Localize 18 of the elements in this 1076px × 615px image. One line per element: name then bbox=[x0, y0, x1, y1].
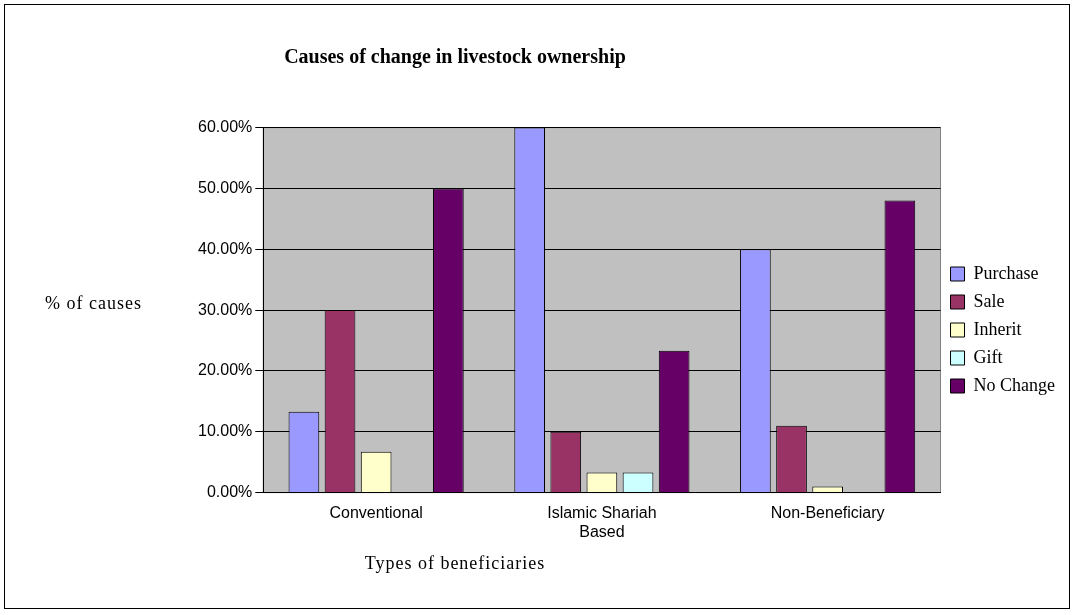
legend-label: Gift bbox=[973, 346, 1003, 367]
y-tick-label: 40.00% bbox=[198, 239, 253, 257]
y-tick-label: 10.00% bbox=[198, 422, 253, 440]
legend-label: Sale bbox=[973, 290, 1005, 311]
y-tick-label: 0.00% bbox=[206, 483, 253, 501]
chart-title: Causes of change in livestock ownership bbox=[283, 45, 627, 68]
y-tick-label: 30.00% bbox=[198, 300, 253, 318]
legend-label: Inherit bbox=[973, 318, 1022, 339]
y-tick-label: 60.00% bbox=[198, 118, 253, 136]
y-axis-title: % of causes bbox=[45, 293, 142, 314]
x-axis-title: Types of beneficiaries bbox=[363, 553, 547, 574]
y-tick-label: 20.00% bbox=[198, 361, 253, 379]
legend-label: No Change bbox=[973, 374, 1056, 395]
legend-label: Purchase bbox=[973, 262, 1039, 283]
y-tick-label: 50.00% bbox=[198, 178, 253, 196]
x-tick-label: Islamic Shariah Based bbox=[547, 503, 657, 540]
x-tick-label: Non-Beneficiary bbox=[770, 503, 885, 521]
x-tick-label: Conventional bbox=[329, 503, 423, 521]
